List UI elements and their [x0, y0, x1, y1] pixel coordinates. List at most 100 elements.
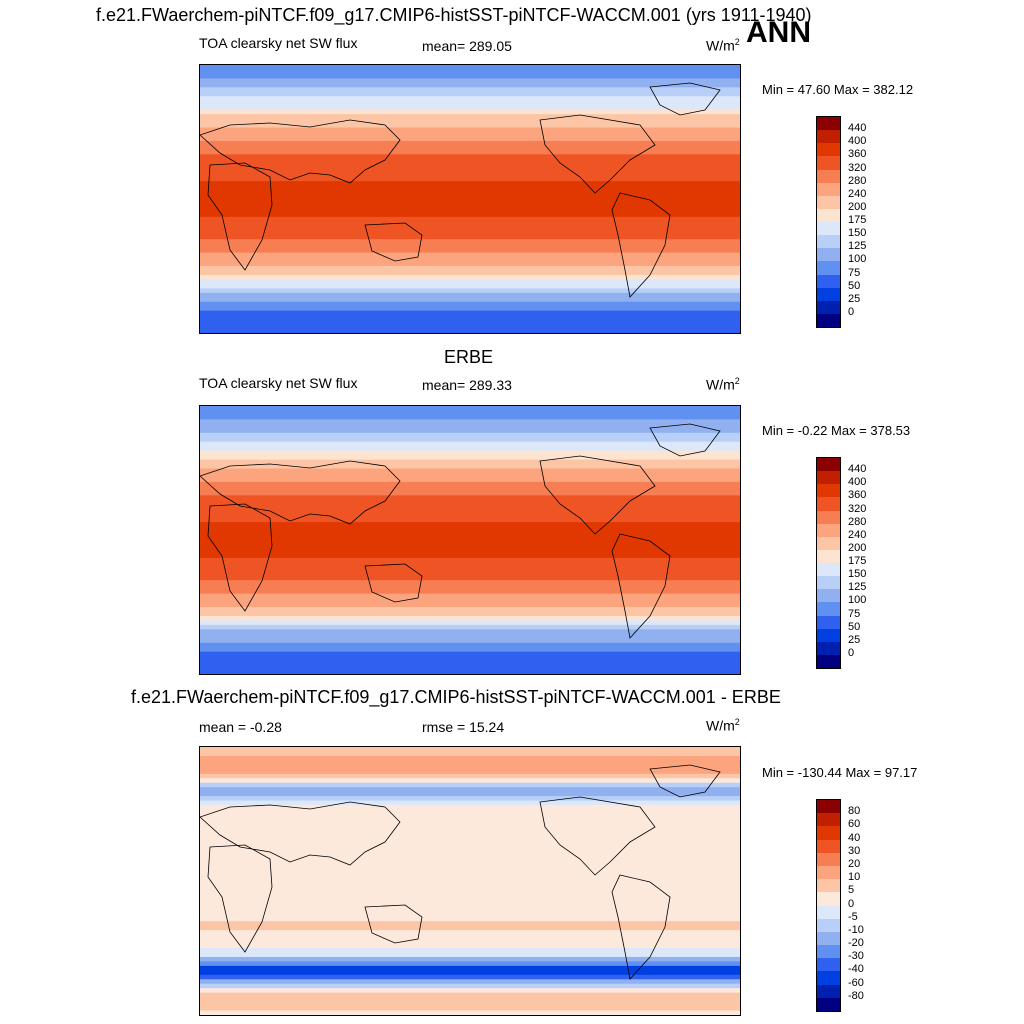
zonal-band	[200, 468, 740, 474]
zonal-band	[200, 571, 740, 577]
colorbar-tick-label: 125	[848, 240, 867, 253]
colorbar-swatch	[817, 865, 840, 880]
colorbar-tick-label: 200	[848, 541, 867, 554]
figure-title: f.e21.FWaerchem-piNTCF.f09_g17.CMIP6-his…	[96, 5, 812, 25]
colorbar-tick-label: 240	[848, 528, 867, 541]
zonal-band	[200, 965, 740, 971]
colorbar-swatch	[817, 248, 840, 262]
zonal-band	[200, 660, 740, 666]
colorbar-tick-label: 75	[848, 607, 861, 620]
panel2-map	[199, 405, 741, 675]
zonal-band	[200, 992, 740, 998]
colorbar-tick-label: 40	[848, 831, 861, 844]
zonal-band	[200, 212, 740, 218]
zonal-band	[200, 464, 740, 470]
zonal-band	[200, 324, 740, 330]
colorbar-tick-label: 75	[848, 266, 861, 279]
panel2-mean-label: mean= 289.33	[422, 377, 512, 393]
zonal-band	[200, 283, 740, 289]
zonal-band	[200, 747, 740, 753]
zonal-band	[200, 118, 740, 124]
panel3-title: f.e21.FWaerchem-piNTCF.f09_g17.CMIP6-his…	[131, 687, 781, 707]
colorbar-swatch	[817, 826, 840, 840]
zonal-band	[200, 91, 740, 97]
zonal-band	[200, 580, 740, 586]
colorbar-tick-label: 30	[848, 844, 861, 857]
zonal-band	[200, 665, 740, 671]
colorbar-swatch	[817, 971, 840, 985]
zonal-band	[200, 939, 740, 945]
zonal-band	[200, 73, 740, 79]
zonal-band	[200, 526, 740, 532]
colorbar-tick-label: 175	[848, 214, 867, 226]
colorbar-tick-label: -5	[848, 910, 858, 923]
season-label: ANN	[746, 16, 811, 49]
colorbar-swatch	[817, 222, 840, 236]
colorbar-swatch	[817, 274, 840, 288]
colorbar-tick-label: 440	[848, 122, 867, 135]
zonal-band	[200, 867, 740, 873]
zonal-band	[200, 522, 740, 528]
zonal-band	[200, 261, 740, 267]
colorbar-tick-label: 25	[848, 292, 861, 305]
coastline	[364, 904, 423, 944]
colorbar-swatch	[817, 918, 840, 932]
colorbar-tick-label: 150	[848, 568, 867, 581]
colorbar-swatch	[817, 130, 840, 144]
colorbar-tick-label: 20	[848, 857, 861, 870]
zonal-band	[200, 136, 740, 142]
zonal-band	[200, 791, 740, 797]
colorbar-swatch	[817, 905, 840, 919]
zonal-band	[200, 961, 740, 967]
colorbar-swatch	[817, 523, 840, 537]
zonal-band	[200, 513, 740, 519]
zonal-band	[200, 611, 740, 617]
zonal-band	[200, 814, 740, 820]
zonal-band	[200, 414, 740, 420]
coastline	[207, 162, 273, 271]
colorbar-swatch	[817, 576, 840, 590]
zonal-band	[200, 1001, 740, 1007]
zonal-band	[200, 181, 740, 187]
zonal-band	[200, 831, 740, 837]
colorbar-swatch	[817, 484, 840, 498]
zonal-band	[200, 328, 740, 333]
zonal-band	[200, 288, 740, 294]
zonal-band	[200, 257, 740, 263]
zonal-band	[200, 669, 740, 674]
zonal-band	[200, 279, 740, 285]
colorbar-swatch	[817, 641, 840, 655]
zonal-band	[200, 504, 740, 510]
zonal-band	[200, 997, 740, 1003]
zonal-band	[200, 562, 740, 568]
zonal-band	[200, 78, 740, 84]
colorbar-swatch	[817, 156, 840, 170]
colorbar-swatch	[817, 287, 840, 301]
colorbar-swatch	[817, 654, 840, 668]
zonal-band	[200, 185, 740, 191]
zonal-band	[200, 310, 740, 316]
colorbar-tick-label: 280	[848, 515, 867, 528]
zonal-band	[200, 764, 740, 770]
zonal-band	[200, 190, 740, 196]
colorbar-swatch	[817, 208, 840, 222]
zonal-band	[200, 432, 740, 438]
panel1-minmax: Min = 47.60 Max = 382.12	[762, 82, 914, 97]
colorbar-tick-label: 100	[848, 253, 867, 266]
coastline	[649, 764, 721, 798]
panel2-unit: W/m2	[706, 376, 740, 393]
panel2-title: ERBE	[444, 347, 494, 367]
zonal-band	[200, 221, 740, 227]
coastline	[364, 222, 423, 262]
colorbar-tick-label: -20	[848, 937, 864, 950]
panel1-mean-label: mean= 289.05	[422, 38, 512, 54]
zonal-band	[200, 956, 740, 962]
zonal-band	[200, 428, 740, 434]
zonal-band	[200, 760, 740, 766]
colorbar-swatch	[817, 195, 840, 209]
colorbar-swatch	[817, 615, 840, 629]
colorbar-tick-label: 360	[848, 148, 867, 161]
zonal-band	[200, 301, 740, 307]
zonal-band	[200, 172, 740, 178]
zonal-band	[200, 903, 740, 909]
